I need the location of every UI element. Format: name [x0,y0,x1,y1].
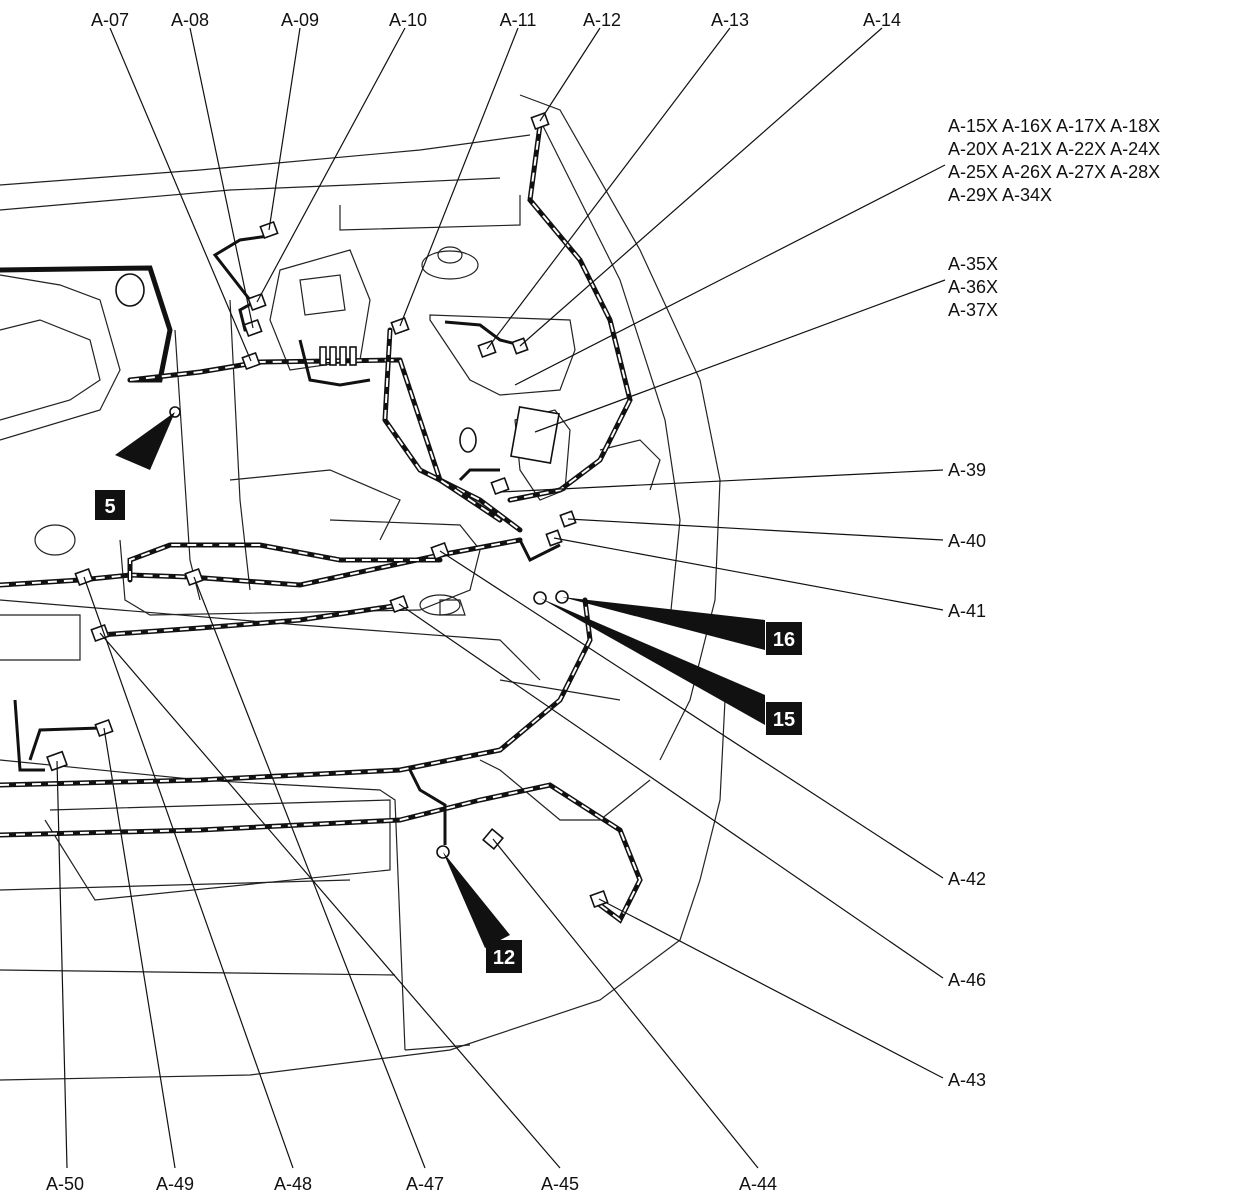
label-a42: A-42 [948,869,986,889]
badge-15: 15 [766,702,802,735]
label-a46: A-46 [948,970,986,990]
vehicle-body-outline [0,94,726,1081]
label-a07: A-07 [91,10,129,30]
wire-harness [0,122,643,924]
label-a36: A-36X [948,277,998,297]
label-a45: A-45 [541,1174,579,1194]
label-a12: A-12 [583,10,621,30]
label-a41: A-41 [948,601,986,621]
label-a15-line3: A-25X A-26X A-27X A-28X [948,162,1160,182]
label-a08: A-08 [171,10,209,30]
label-a39: A-39 [948,460,986,480]
label-a48: A-48 [274,1174,312,1194]
label-a13: A-13 [711,10,749,30]
plain-wires [13,234,561,845]
badge-5: 5 [95,490,125,520]
label-a49: A-49 [156,1174,194,1194]
label-a43: A-43 [948,1070,986,1090]
badge-15-text: 15 [773,709,795,731]
badge-16-text: 16 [773,629,795,651]
badge-12: 12 [486,940,522,973]
leader-lines [56,27,946,1169]
label-a10: A-10 [389,10,427,30]
connector-a35 [510,405,560,465]
label-a44: A-44 [739,1174,777,1194]
label-a15-line1: A-15X A-16X A-17X A-18X [948,116,1160,136]
label-a09: A-09 [281,10,319,30]
badge-5-text: 5 [104,496,115,518]
label-a47: A-47 [406,1174,444,1194]
label-a35: A-35X [948,254,998,274]
label-a15-line2: A-20X A-21X A-22X A-24X [948,139,1160,159]
label-a15-line4: A-29X A-34X [948,185,1052,205]
connectors [46,111,609,909]
label-a11: A-11 [500,10,537,30]
badge-16: 16 [766,622,802,655]
badge-12-text: 12 [493,947,515,969]
label-a14: A-14 [863,10,901,30]
connector-relay [459,427,477,453]
badge-pointers [115,412,765,948]
label-a40: A-40 [948,531,986,551]
label-a50: A-50 [46,1174,84,1194]
label-a37: A-37X [948,300,998,320]
